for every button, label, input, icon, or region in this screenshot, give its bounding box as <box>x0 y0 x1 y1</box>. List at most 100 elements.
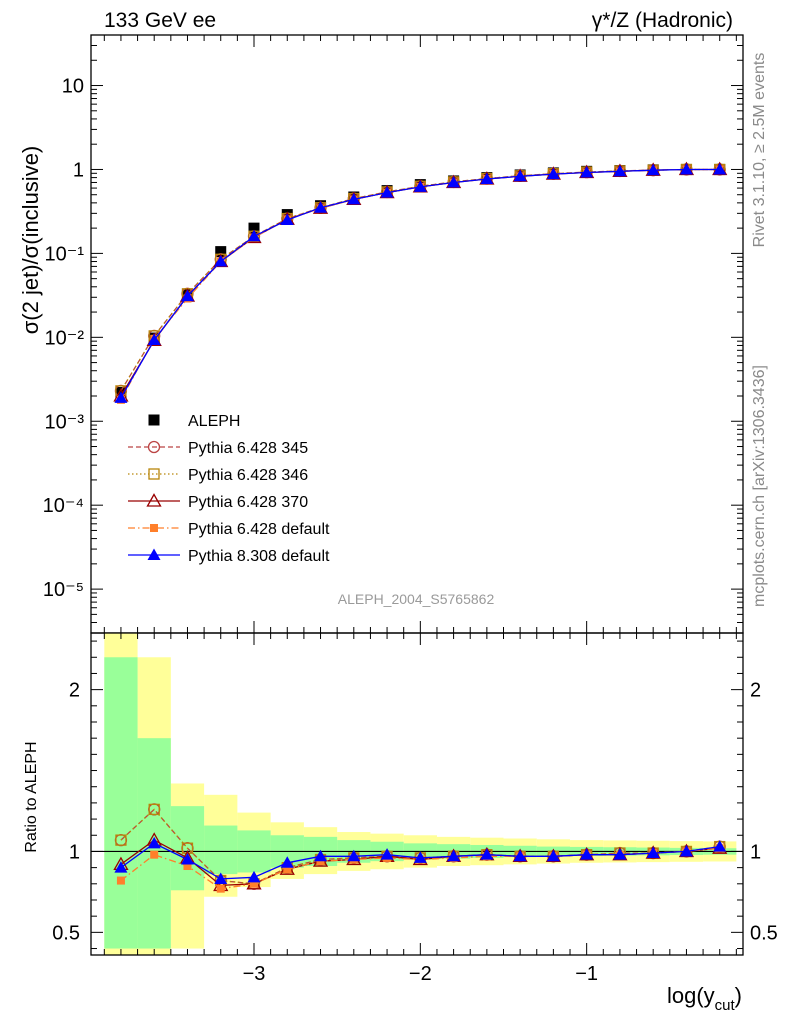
data-point <box>380 186 394 198</box>
series-pythia-6-428-346 <box>115 163 726 397</box>
legend-label: ALEPH <box>188 413 240 430</box>
data-point <box>713 162 727 175</box>
ratio-axes: −3 −2 −1 0.5 0.5 1 1 2 2 <box>52 633 778 985</box>
legend-item: Pythia 6.428 346 <box>128 467 308 484</box>
y-tick-label-right: 1 <box>750 841 761 863</box>
data-point <box>280 213 294 225</box>
series-pythia-6-428-default <box>116 165 724 404</box>
x-axis-label: log(ycut) <box>667 983 742 1014</box>
legend-marker <box>146 493 162 507</box>
series-line <box>120 168 720 392</box>
y-tick-label-left: 1 <box>69 841 80 863</box>
data-point <box>147 836 161 849</box>
x-tick-label: −2 <box>409 963 432 985</box>
series-pythia-6-428-370 <box>113 161 728 402</box>
data-point <box>347 192 361 205</box>
data-point <box>447 849 461 862</box>
legend-marker <box>150 524 158 532</box>
data-point <box>180 853 194 865</box>
data-point <box>216 884 225 893</box>
data-point <box>347 849 361 862</box>
data-point <box>314 201 328 213</box>
legend-label: Pythia 8.308 default <box>188 548 330 565</box>
series-aleph <box>115 163 726 399</box>
data-point <box>183 862 192 871</box>
data-point <box>150 850 159 859</box>
legend-marker <box>147 440 161 454</box>
legend-item: ALEPH <box>148 413 240 430</box>
data-point <box>280 856 294 868</box>
data-point <box>115 834 127 846</box>
legend-item: Pythia 8.308 default <box>128 548 330 565</box>
ratio-series-layer <box>113 803 728 893</box>
data-point <box>646 846 660 859</box>
data-point <box>147 333 161 345</box>
inner-band-bin <box>104 657 138 949</box>
data-point <box>114 861 128 873</box>
legend: ALEPH Pythia 6.428 345 Pythia 6.428 346 Pyt… <box>128 413 330 565</box>
data-point <box>250 879 258 888</box>
x-tick-label: −1 <box>575 963 598 985</box>
legend-marker <box>148 414 160 426</box>
ratio-y-axis-label: Ratio to ALEPH <box>23 741 40 852</box>
rivet-version-label: Rivet 3.1.10, ≥ 2.5M events <box>751 53 768 248</box>
data-point <box>546 167 560 180</box>
data-point <box>613 848 627 860</box>
data-point <box>613 164 627 177</box>
series-line <box>120 168 720 397</box>
data-point <box>546 849 560 862</box>
series-line <box>120 168 720 392</box>
y-tick-label: 10⁻³ <box>45 411 85 433</box>
data-point <box>215 246 227 258</box>
y-tick-label: 10⁻⁴ <box>43 495 84 517</box>
series-pythia-8-308-default <box>114 162 727 403</box>
main-y-axis-label: σ(2 jet)/σ(inclusive) <box>18 146 43 335</box>
data-point <box>580 848 594 860</box>
y-tick-label-left: 0.5 <box>52 922 80 944</box>
data-point <box>114 391 128 403</box>
data-point <box>513 169 527 182</box>
series-pythia-6-428-345 <box>114 163 726 398</box>
data-point <box>180 289 194 302</box>
data-point <box>413 851 427 863</box>
data-point <box>247 229 261 242</box>
data-point <box>148 803 160 816</box>
legend-marker <box>147 548 161 560</box>
legend-item: Pythia 6.428 default <box>128 521 330 538</box>
data-point <box>679 844 693 857</box>
x-tick-label: −3 <box>243 963 266 985</box>
data-point <box>646 163 660 176</box>
data-point <box>380 848 394 860</box>
header-left-label: 133 GeV ee <box>104 9 216 32</box>
y-tick-label-right: 2 <box>750 680 761 702</box>
legend-item: Pythia 6.428 370 <box>128 493 308 511</box>
data-point <box>413 180 427 192</box>
data-point <box>283 865 292 874</box>
series-line <box>120 168 720 399</box>
legend-label: Pythia 6.428 default <box>188 521 330 538</box>
data-point <box>580 166 594 178</box>
ratio-plot-frame <box>90 632 744 956</box>
y-tick-label: 10⁻⁵ <box>43 579 84 601</box>
ratio-uncertainty-bands <box>91 633 743 955</box>
data-point <box>248 222 260 234</box>
data-point <box>480 848 494 860</box>
analysis-id-annotation: ALEPH_2004_S5765862 <box>338 591 495 607</box>
data-point <box>480 172 494 184</box>
data-point <box>116 876 125 885</box>
data-point <box>447 175 461 188</box>
legend-label: Pythia 6.428 345 <box>188 440 308 457</box>
mcplots-reference-label: mcplots.cern.ch [arXiv:1306.3436] <box>751 365 768 607</box>
y-tick-label: 10 <box>62 76 84 98</box>
main-series-layer <box>113 161 728 404</box>
y-tick-label: 1 <box>73 159 84 181</box>
header-right-label: γ*/Z (Hadronic) <box>592 9 733 32</box>
data-point <box>314 849 328 862</box>
main-plot-frame <box>90 34 744 634</box>
y-tick-label: 10⁻² <box>45 327 85 349</box>
series-line <box>120 168 720 401</box>
legend-label: Pythia 6.428 346 <box>188 467 308 484</box>
main-axes: 10⁻⁵ 10⁻⁴ 10⁻³ 10⁻² 10⁻¹ 1 10 <box>43 34 743 634</box>
y-tick-label-right: 0.5 <box>750 922 778 944</box>
